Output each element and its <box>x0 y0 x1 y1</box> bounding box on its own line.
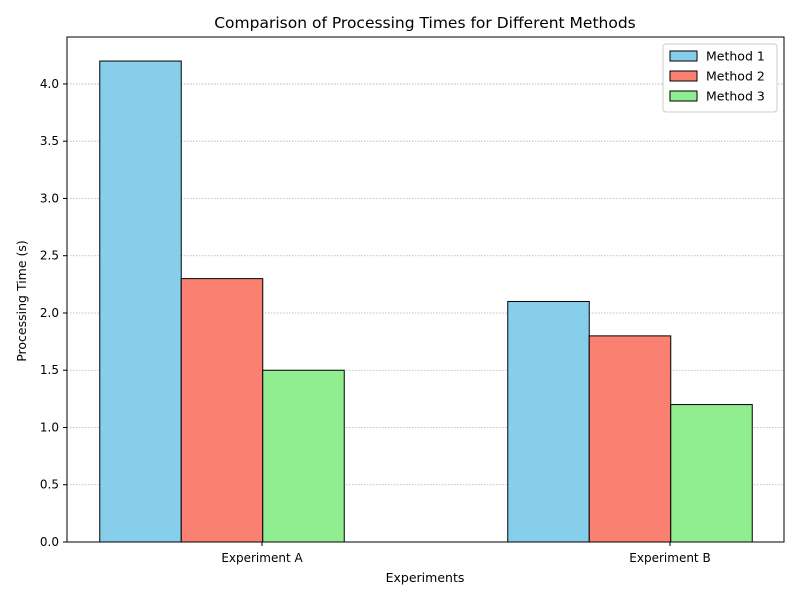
x-tick-label: Experiment A <box>221 551 303 565</box>
y-axis-label: Processing Time (s) <box>14 240 29 362</box>
legend-label: Method 2 <box>706 69 765 84</box>
y-tick-label: 2.0 <box>40 306 59 320</box>
bar-method-2-experiment-b <box>588 335 672 543</box>
legend-swatch <box>669 90 698 102</box>
y-tick-label: 4.0 <box>40 77 59 91</box>
chart-title: Comparison of Processing Times for Diffe… <box>214 14 636 32</box>
bar-method-2-experiment-a <box>180 278 264 543</box>
bar-method-3-experiment-b <box>670 404 753 543</box>
y-tick-label: 2.5 <box>40 249 59 263</box>
legend-swatch <box>669 70 698 82</box>
plot-area-frame <box>66 36 785 543</box>
y-tick-label: 0.0 <box>40 535 59 549</box>
x-axis-ticks: Experiment A Experiment B <box>221 542 711 565</box>
legend: Method 1 Method 2 Method 3 <box>662 43 778 113</box>
bar-method-3-experiment-a <box>262 369 345 543</box>
x-axis-label: Experiments <box>386 570 465 585</box>
y-tick-label: 3.0 <box>40 191 59 205</box>
legend-label: Method 3 <box>706 89 765 104</box>
legend-label: Method 1 <box>706 49 765 64</box>
y-tick-label: 0.5 <box>40 478 59 492</box>
legend-swatch <box>669 50 698 62</box>
y-tick-label: 1.5 <box>40 363 59 377</box>
bar-method-1-experiment-a <box>99 60 182 543</box>
y-tick-label: 3.5 <box>40 134 59 148</box>
y-tick-label: 1.0 <box>40 420 59 434</box>
y-axis-ticks: 0.0 0.5 1.0 1.5 2.0 2.5 3.0 3.5 4.0 <box>40 77 67 549</box>
bar-method-1-experiment-b <box>507 301 590 543</box>
bars <box>99 60 753 543</box>
x-tick-label: Experiment B <box>629 551 710 565</box>
